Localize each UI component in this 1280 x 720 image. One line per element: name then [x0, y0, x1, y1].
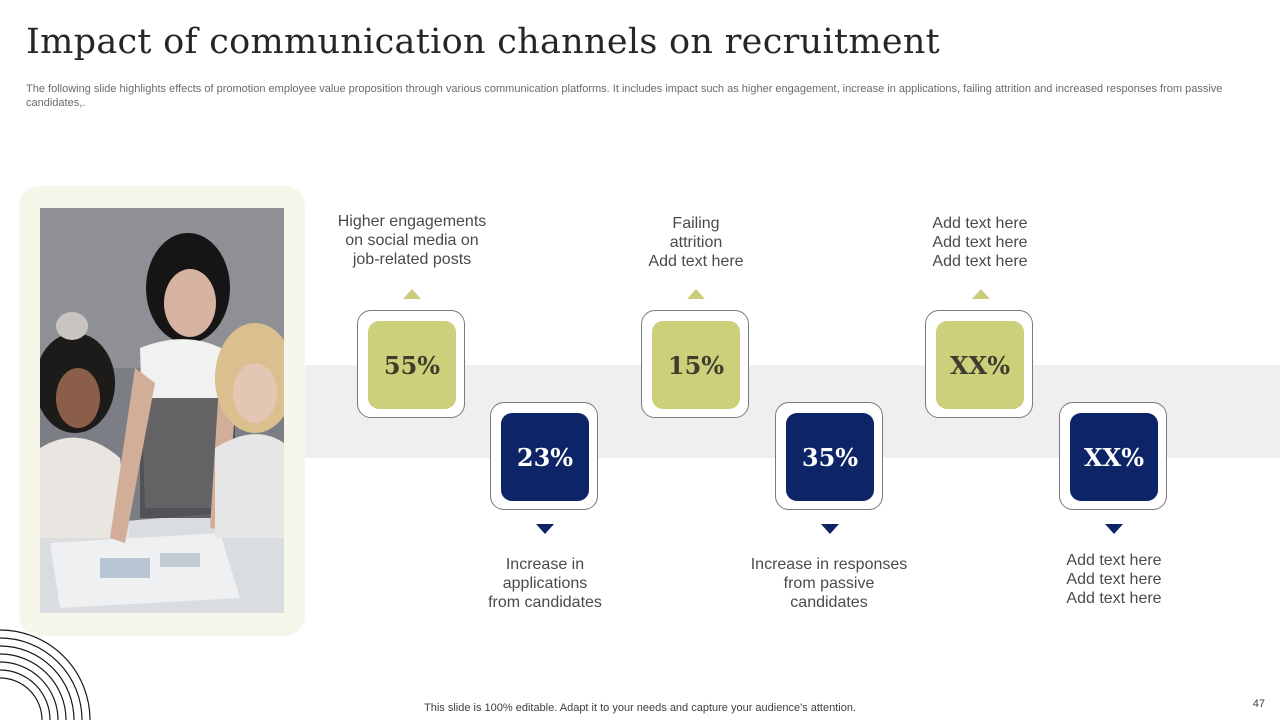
metric-5-card: XX%: [925, 310, 1033, 418]
page-number: 47: [1252, 698, 1265, 710]
metric-3-label-line-3: Add text here: [648, 253, 744, 270]
metric-1-label-line-3: job-related posts: [352, 251, 472, 268]
metric-5-label-line-3: Add text here: [932, 253, 1028, 270]
metric-2-label-line-2: applications: [502, 575, 588, 592]
down-arrow-icon: [821, 524, 839, 534]
metric-2-label-line-3: from candidates: [488, 594, 602, 611]
metric-3-value: 15%: [652, 321, 740, 409]
metric-3-label-line-1: Failing: [672, 215, 720, 232]
metric-2-label: Increase in applications from candidates: [445, 555, 645, 612]
metric-3-label: Failing attrition Add text here: [596, 214, 796, 271]
down-arrow-icon: [1105, 524, 1123, 534]
metric-6-label-line-3: Add text here: [1066, 590, 1162, 607]
metric-5-label-line-2: Add text here: [932, 234, 1028, 251]
slide-subtitle: The following slide highlights effects o…: [26, 83, 1223, 109]
metric-4-label-line-2: from passive: [783, 575, 875, 592]
metric-1-card: 55%: [357, 310, 465, 418]
metric-2-value: 23%: [501, 413, 589, 501]
metric-3-card: 15%: [641, 310, 749, 418]
metric-4-label: Increase in responses from passive candi…: [729, 555, 929, 612]
metric-6-label-line-2: Add text here: [1066, 571, 1162, 588]
up-arrow-icon: [403, 289, 421, 299]
metric-4-label-line-3: candidates: [790, 594, 868, 611]
decorative-arcs-icon: [0, 629, 91, 720]
team-photo: [40, 208, 284, 613]
slide-footer: This slide is 100% editable. Adapt it to…: [424, 702, 856, 714]
metric-4-card: 35%: [775, 402, 883, 510]
down-arrow-icon: [536, 524, 554, 534]
metric-4-label-line-1: Increase in responses: [750, 556, 908, 573]
metric-6-value: XX%: [1070, 413, 1158, 501]
metric-4-value: 35%: [786, 413, 874, 501]
metric-2-label-line-1: Increase in: [505, 556, 585, 573]
metric-6-label-line-1: Add text here: [1066, 552, 1162, 569]
up-arrow-icon: [687, 289, 705, 299]
metric-5-label: Add text here Add text here Add text her…: [880, 214, 1080, 271]
metric-5-value: XX%: [936, 321, 1024, 409]
metric-1-label: Higher engagements on social media on jo…: [312, 212, 512, 269]
slide-title: Impact of communication channels on recr…: [26, 22, 941, 62]
metric-2-card: 23%: [490, 402, 598, 510]
metric-6-card: XX%: [1059, 402, 1167, 510]
team-photo-illustration: [40, 208, 284, 613]
metric-3-label-line-2: attrition: [669, 234, 723, 251]
photo-frame: [19, 186, 305, 636]
up-arrow-icon: [972, 289, 990, 299]
metric-1-value: 55%: [368, 321, 456, 409]
metric-1-label-line-1: Higher engagements: [337, 213, 487, 230]
metric-5-label-line-1: Add text here: [932, 215, 1028, 232]
metric-1-label-line-2: on social media on: [345, 232, 479, 249]
metric-6-label: Add text here Add text here Add text her…: [1014, 551, 1214, 608]
